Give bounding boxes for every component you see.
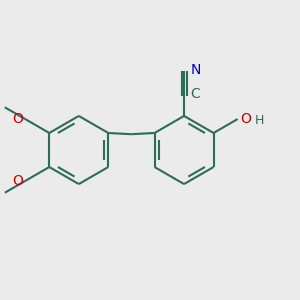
Text: O: O [12,112,23,126]
Text: H: H [255,114,264,128]
Text: C: C [190,87,200,101]
Text: O: O [240,112,251,126]
Text: O: O [12,174,23,188]
Text: N: N [190,62,201,76]
